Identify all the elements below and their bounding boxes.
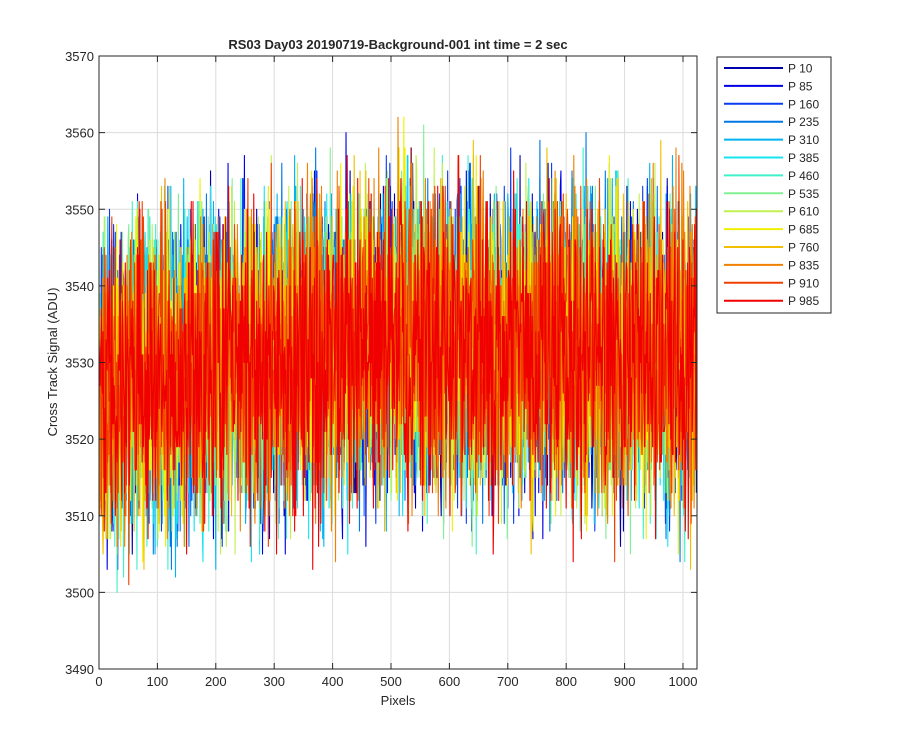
legend-label: P 610	[788, 205, 819, 219]
x-tick-label: 900	[614, 674, 636, 689]
y-tick-label: 3510	[65, 509, 94, 524]
legend-label: P 10	[788, 62, 813, 76]
y-tick-label: 3570	[65, 49, 94, 64]
legend: P 10 P 85 P 160 P 235 P 310 P 385 P 460 P 535 P …	[716, 56, 832, 314]
x-tick-label: 400	[322, 674, 344, 689]
x-axis-ticks: 0 100 200 300 400 500 600 700 800 900 1000	[95, 56, 697, 689]
x-tick-label: 600	[439, 674, 461, 689]
legend-label: P 460	[788, 169, 819, 183]
x-axis-label: Pixels	[381, 693, 416, 708]
x-tick-label: 0	[95, 674, 102, 689]
series-line	[99, 116, 697, 563]
legend-label: P 685	[788, 223, 819, 237]
y-tick-label: 3550	[65, 202, 94, 217]
legend-label: P 910	[788, 276, 819, 290]
y-tick-label: 3500	[65, 585, 94, 600]
legend-label: P 535	[788, 187, 819, 201]
x-tick-label: 800	[555, 674, 577, 689]
y-axis-label: Cross Track Signal (ADU)	[45, 288, 60, 437]
legend-label: P 160	[788, 97, 819, 111]
y-tick-label: 3560	[65, 126, 94, 141]
legend-label: P 760	[788, 241, 819, 255]
y-tick-label: 3530	[65, 356, 94, 371]
legend-label: P 385	[788, 151, 819, 165]
series-line	[99, 155, 697, 570]
legend-label: P 985	[788, 294, 819, 308]
x-tick-label: 1000	[669, 674, 698, 689]
x-tick-label: 300	[263, 674, 285, 689]
series-lines	[99, 116, 697, 593]
chart-title: RS03 Day03 20190719-Background-001 int t…	[228, 37, 567, 52]
legend-label: P 835	[788, 258, 819, 272]
x-tick-label: 100	[147, 674, 169, 689]
legend-label: P 310	[788, 133, 819, 147]
x-tick-label: 500	[380, 674, 402, 689]
legend-label: P 235	[788, 115, 819, 129]
legend-box	[716, 56, 832, 314]
legend-label: P 85	[788, 79, 813, 93]
y-tick-label: 3540	[65, 279, 94, 294]
y-axis-ticks: 3490 3500 3510 3520 3530 3540 3550 3560 3570	[65, 49, 697, 677]
x-tick-label: 200	[205, 674, 227, 689]
x-tick-label: 700	[497, 674, 519, 689]
y-tick-label: 3490	[65, 662, 94, 677]
y-tick-label: 3520	[65, 432, 94, 447]
